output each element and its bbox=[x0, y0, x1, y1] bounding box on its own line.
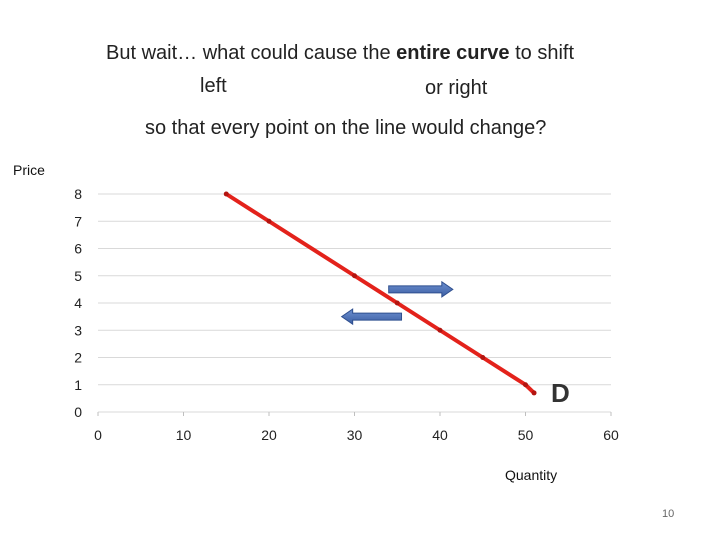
data-point bbox=[394, 300, 400, 306]
y-tick-label: 1 bbox=[74, 377, 82, 393]
headline-left: left bbox=[200, 75, 227, 97]
y-tick-label: 0 bbox=[74, 404, 82, 420]
data-point bbox=[523, 382, 528, 388]
y-tick-label: 7 bbox=[74, 213, 82, 229]
x-tick-label: 30 bbox=[347, 427, 363, 443]
page-number: 10 bbox=[662, 508, 675, 520]
x-tick-label: 10 bbox=[176, 427, 192, 443]
data-point bbox=[352, 273, 357, 279]
y-tick-label: 2 bbox=[74, 350, 82, 366]
headline-right: or right bbox=[425, 77, 488, 99]
headline-emphasis: entire curve bbox=[396, 42, 510, 64]
demand-curve-line bbox=[224, 192, 537, 395]
shift-left-arrow bbox=[340, 308, 403, 326]
y-tick-label: 3 bbox=[74, 322, 82, 338]
headline-text-end: to shift bbox=[509, 42, 575, 64]
x-tick-label: 0 bbox=[94, 427, 102, 443]
series-label-d: D bbox=[551, 378, 570, 408]
x-tick-label: 50 bbox=[518, 427, 534, 443]
data-point bbox=[437, 327, 443, 333]
headline-line-1: But wait… what could cause the entire cu… bbox=[106, 42, 574, 65]
data-point bbox=[223, 191, 229, 197]
y-axis-label: Price bbox=[13, 162, 45, 178]
data-point bbox=[266, 218, 272, 224]
x-tick-label: 60 bbox=[603, 427, 619, 443]
headline-text: But wait… what could cause the bbox=[106, 42, 397, 64]
shift-right-arrow bbox=[388, 280, 454, 298]
headline-line-3: so that every point on the line would ch… bbox=[145, 117, 547, 139]
x-axis-label: Quantity bbox=[505, 467, 558, 483]
data-point bbox=[531, 390, 537, 396]
x-tick-label: 40 bbox=[432, 427, 448, 443]
x-tick-label: 20 bbox=[261, 427, 277, 443]
y-tick-label: 4 bbox=[74, 295, 82, 311]
y-tick-label: 8 bbox=[74, 186, 82, 202]
y-tick-label: 5 bbox=[74, 268, 82, 284]
y-tick-label: 6 bbox=[74, 241, 82, 257]
data-point bbox=[480, 355, 486, 360]
